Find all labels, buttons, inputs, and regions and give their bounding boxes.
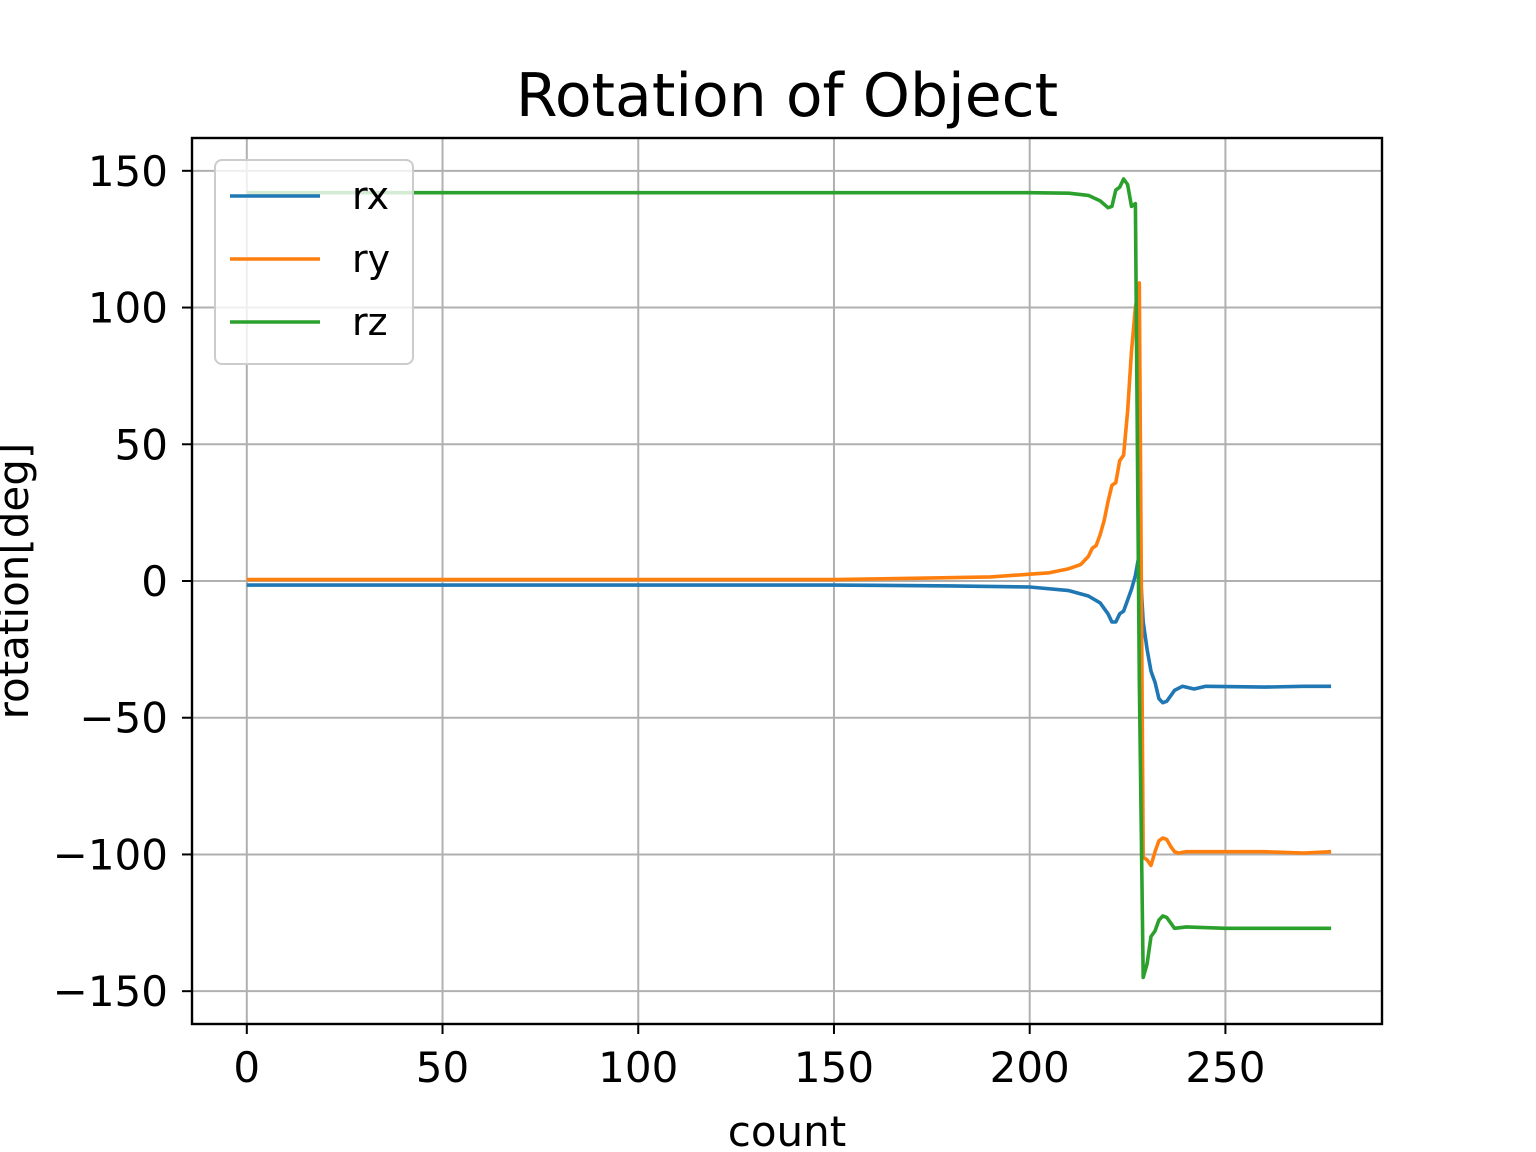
y-tick-label: −150 bbox=[53, 967, 168, 1016]
y-tick-label: 50 bbox=[115, 420, 168, 469]
y-tick-label: 0 bbox=[141, 557, 168, 606]
x-tick-label: 250 bbox=[1185, 1043, 1265, 1092]
legend: rx ry rz bbox=[214, 159, 414, 365]
ticks: 0 50 100 150 200 250 150 100 50 0 −50 −100 −150 bbox=[53, 147, 1266, 1092]
legend-label-rz: rz bbox=[352, 300, 388, 344]
series-line-rz bbox=[246, 177, 1332, 980]
legend-label-ry: ry bbox=[352, 237, 390, 281]
legend-box bbox=[214, 159, 414, 365]
x-axis-label: count bbox=[728, 1107, 847, 1152]
x-tick-label: 50 bbox=[416, 1043, 469, 1092]
x-tick-label: 0 bbox=[233, 1043, 260, 1092]
y-axis-label: rotation[deg] bbox=[0, 443, 38, 720]
y-tick-label: 100 bbox=[88, 284, 168, 333]
x-tick-label: 200 bbox=[990, 1043, 1070, 1092]
y-tick-label: 150 bbox=[88, 147, 168, 196]
chart-title: Rotation of Object bbox=[516, 61, 1058, 131]
y-tick-label: −100 bbox=[53, 830, 168, 879]
series-layer bbox=[246, 177, 1332, 980]
x-tick-label: 100 bbox=[598, 1043, 678, 1092]
series-line-rx bbox=[246, 551, 1332, 705]
legend-label-rx: rx bbox=[352, 174, 389, 218]
y-tick-label: −50 bbox=[79, 694, 168, 743]
grid bbox=[192, 138, 1382, 1024]
series-line-ry bbox=[246, 281, 1332, 868]
x-tick-label: 150 bbox=[794, 1043, 874, 1092]
